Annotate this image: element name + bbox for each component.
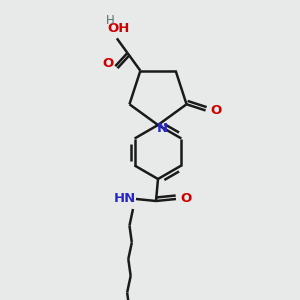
Text: O: O <box>103 57 114 70</box>
Text: OH: OH <box>108 22 130 35</box>
Text: O: O <box>180 191 192 205</box>
Text: HN: HN <box>114 191 136 205</box>
Text: N: N <box>156 122 168 134</box>
Text: O: O <box>210 104 221 117</box>
Text: H: H <box>106 14 114 27</box>
